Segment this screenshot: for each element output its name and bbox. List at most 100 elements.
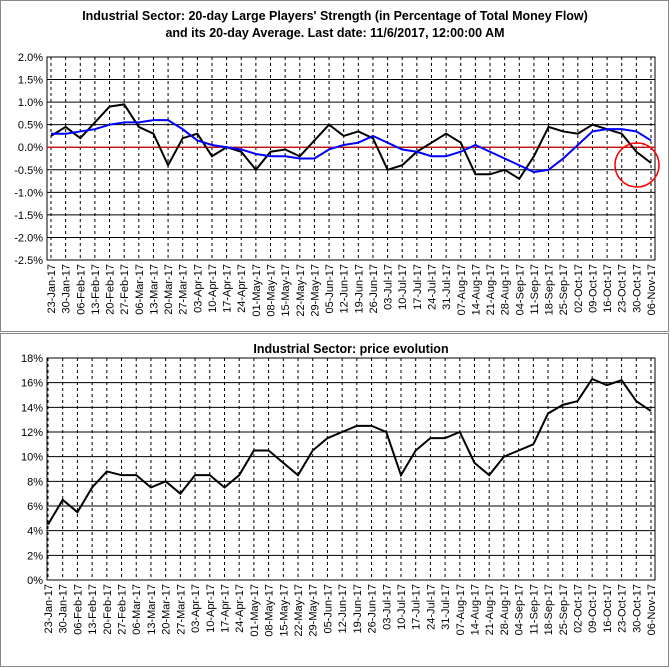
x-tick-label: 11-Sep-17 [528, 584, 540, 635]
x-tick-label: 31-Jul-17 [441, 264, 453, 310]
x-tick-label: 10-Jul-17 [397, 264, 409, 310]
x-tick-label: 19-Jun-17 [353, 264, 365, 314]
x-tick-label: 04-Sep-17 [514, 264, 526, 315]
y-tick-label: 1.0% [18, 97, 43, 109]
x-tick-label: 30-Oct-17 [631, 584, 643, 633]
x-tick-label: 29-May-17 [309, 264, 321, 317]
x-tick-label: 15-May-17 [280, 264, 292, 317]
x-tick-label: 24-Jul-17 [425, 584, 437, 630]
x-tick-label: 22-May-17 [293, 584, 305, 637]
x-tick-label: 03-Apr-17 [190, 584, 202, 633]
y-tick-label: 14% [21, 402, 43, 414]
y-tick-label: 10% [21, 452, 43, 464]
y-tick-label: 0% [27, 575, 43, 587]
y-tick-label: -1.5% [14, 210, 43, 222]
highlight-circle [614, 142, 660, 188]
x-tick-label: 24-Apr-17 [234, 584, 246, 633]
plot-frame [46, 357, 656, 581]
x-tick-label: 14-Aug-17 [470, 264, 482, 315]
y-tick-label: 0.5% [18, 120, 43, 132]
x-tick-label: 20-Feb-17 [102, 584, 114, 635]
x-tick-label: 21-Aug-17 [484, 584, 496, 635]
x-tick-label: 09-Oct-17 [587, 584, 599, 633]
y-tick-label: 18% [21, 353, 43, 365]
x-tick-label: 02-Oct-17 [573, 264, 585, 313]
x-tick-label: 22-May-17 [295, 264, 307, 317]
x-tick-label: 04-Sep-17 [514, 584, 526, 635]
panel-frame [0, 333, 669, 667]
y-tick-label: 1.5% [18, 75, 43, 87]
x-tick-label: 16-Oct-17 [602, 584, 614, 633]
x-tick-label: 07-Aug-17 [456, 264, 468, 315]
plot-frame [46, 56, 656, 261]
y-tick-label: 6% [27, 501, 43, 513]
x-tick-label: 06-Mar-17 [134, 264, 146, 315]
x-tick-label: 26-Jun-17 [368, 264, 380, 314]
x-tick-label: 21-Aug-17 [485, 264, 497, 315]
x-tick-label: 10-Jul-17 [396, 584, 408, 630]
x-tick-label: 28-Aug-17 [500, 264, 512, 315]
x-tick-label: 02-Oct-17 [572, 584, 584, 633]
data-line [50, 103, 652, 181]
x-tick-label: 13-Feb-17 [90, 264, 102, 315]
y-tick-label: -1.0% [14, 187, 43, 199]
x-tick-label: 25-Sep-17 [558, 584, 570, 635]
x-tick-label: 17-Jul-17 [411, 584, 423, 630]
x-tick-label: 05-Jun-17 [324, 264, 336, 314]
data-line [51, 119, 652, 174]
x-tick-label: 11-Sep-17 [529, 264, 541, 315]
x-tick-label: 27-Mar-17 [178, 264, 190, 315]
y-tick-label: 2.0% [18, 52, 43, 64]
x-tick-label: 26-Jun-17 [367, 584, 379, 634]
x-tick-label: 28-Aug-17 [499, 584, 511, 635]
x-tick-label: 06-Feb-17 [72, 584, 84, 635]
panel-frame [0, 0, 669, 332]
x-tick-label: 17-Apr-17 [222, 264, 234, 313]
x-tick-label: 23-Oct-17 [617, 584, 629, 633]
x-tick-label: 31-Jul-17 [440, 584, 452, 630]
x-tick-label: 20-Mar-17 [161, 584, 173, 635]
y-tick-label: 12% [21, 427, 43, 439]
x-tick-label: 16-Oct-17 [602, 264, 614, 313]
x-tick-label: 06-Mar-17 [131, 584, 143, 635]
y-tick-label: 4% [27, 526, 43, 538]
x-tick-label: 20-Mar-17 [163, 264, 175, 315]
x-tick-label: 07-Aug-17 [455, 584, 467, 635]
x-tick-label: 12-Jun-17 [337, 584, 349, 634]
x-tick-label: 17-Apr-17 [219, 584, 231, 633]
y-tick-label: -0.5% [14, 165, 43, 177]
x-tick-label: 30-Jan-17 [58, 584, 70, 634]
y-tick-label: 0.0% [18, 142, 43, 154]
x-tick-label: 13-Mar-17 [148, 264, 160, 315]
chart-title: Industrial Sector: 20-day Large Players'… [82, 9, 588, 40]
x-tick-label: 18-Sep-17 [544, 264, 556, 315]
x-tick-label: 23-Jan-17 [46, 264, 58, 314]
x-tick-label: 23-Oct-17 [617, 264, 629, 313]
x-tick-label: 08-May-17 [264, 584, 276, 637]
x-tick-label: 06-Nov-17 [646, 264, 658, 315]
x-tick-label: 03-Jul-17 [383, 264, 395, 310]
x-tick-label: 25-Sep-17 [558, 264, 570, 315]
x-tick-label: 18-Sep-17 [543, 584, 555, 635]
y-tick-label: -2.5% [14, 255, 43, 267]
x-tick-label: 14-Aug-17 [470, 584, 482, 635]
x-tick-label: 08-May-17 [266, 264, 278, 317]
x-tick-label: 05-Jun-17 [322, 584, 334, 634]
x-tick-label: 17-Jul-17 [412, 264, 424, 310]
y-tick-label: -2.0% [14, 232, 43, 244]
x-tick-label: 27-Feb-17 [117, 584, 129, 635]
x-tick-label: 10-Apr-17 [205, 584, 217, 633]
x-tick-label: 20-Feb-17 [105, 264, 117, 315]
x-tick-label: 29-May-17 [308, 584, 320, 637]
x-tick-label: 01-May-17 [251, 264, 263, 317]
x-tick-label: 10-Apr-17 [207, 264, 219, 313]
data-line [47, 377, 652, 526]
x-tick-label: 12-Jun-17 [339, 264, 351, 314]
x-tick-label: 06-Nov-17 [646, 584, 658, 635]
x-tick-label: 15-May-17 [278, 584, 290, 637]
x-tick-label: 03-Apr-17 [192, 264, 204, 313]
y-tick-label: 2% [27, 550, 43, 562]
x-tick-label: 24-Apr-17 [236, 264, 248, 313]
x-tick-label: 30-Jan-17 [61, 264, 73, 314]
